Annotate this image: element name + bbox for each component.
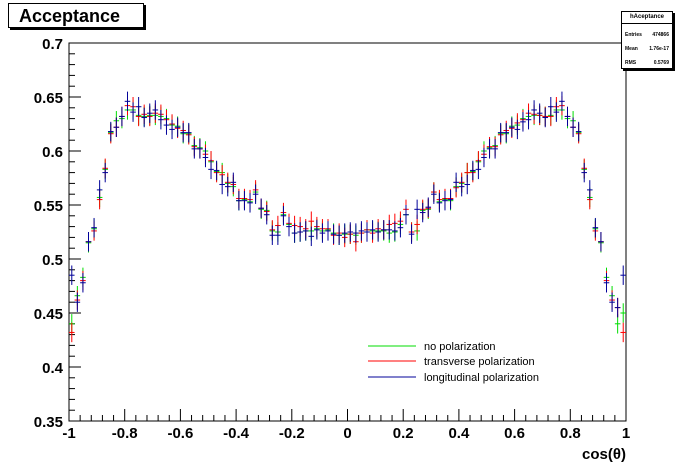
x-tick-label: -1	[62, 425, 75, 442]
stats-value: 0.5769	[653, 60, 669, 66]
series-longitudinal	[69, 91, 626, 318]
x-tick-label: 0	[343, 425, 351, 442]
legend: no polarization transverse polarization …	[368, 341, 539, 384]
x-tick-label: 1	[622, 425, 630, 442]
data-points	[69, 91, 626, 343]
stats-row-mean: Mean 1.76e-17	[622, 46, 672, 52]
x-tick-label: -0.6	[167, 425, 193, 442]
x-tick-label: -0.8	[112, 425, 138, 442]
x-tick-label: 0.4	[448, 425, 470, 442]
x-axis-label: cos(θ)	[582, 446, 626, 463]
y-tick-label: 0.6	[42, 144, 63, 161]
legend-label-longitudinal-polarization: longitudinal polarization	[424, 372, 539, 384]
stats-label: Entries	[625, 32, 642, 38]
axes: 0.35 0.4 0.45 0.5 0.55 0.6 0.65 0.7 -1 -0.8 -0.6 -0…	[34, 36, 630, 442]
y-tick-label: 0.65	[34, 90, 63, 107]
stats-row-rms: RMS 0.5769	[622, 60, 672, 66]
y-tick-label: 0.35	[34, 414, 63, 431]
x-tick-label: -0.2	[279, 425, 305, 442]
y-tick-label: 0.45	[34, 306, 63, 323]
stats-histogram-name: hAceptance	[622, 12, 672, 24]
series-transverse	[69, 95, 626, 343]
series-none	[69, 100, 626, 334]
x-tick-label: -0.4	[223, 425, 250, 442]
y-tick-label: 0.55	[34, 198, 63, 215]
stats-box: hAceptance Entries 474866 Mean 1.76e-17 …	[621, 11, 673, 69]
stats-label: RMS	[625, 60, 637, 66]
chart-title: Acceptance	[8, 3, 144, 28]
legend-label-no-polarization: no polarization	[424, 341, 496, 353]
y-tick-label: 0.5	[42, 252, 63, 269]
stats-row-entries: Entries 474866	[622, 32, 672, 38]
x-tick-label: 0.2	[393, 425, 414, 442]
stats-value: 474866	[652, 32, 669, 38]
x-tick-label: 0.6	[504, 425, 525, 442]
stats-value: 1.76e-17	[649, 46, 669, 52]
y-tick-label: 0.4	[42, 360, 64, 377]
y-tick-label: 0.7	[42, 36, 63, 53]
stats-label: Mean	[625, 46, 638, 52]
legend-label-transverse-polarization: transverse polarization	[424, 356, 535, 368]
x-tick-label: 0.8	[560, 425, 581, 442]
